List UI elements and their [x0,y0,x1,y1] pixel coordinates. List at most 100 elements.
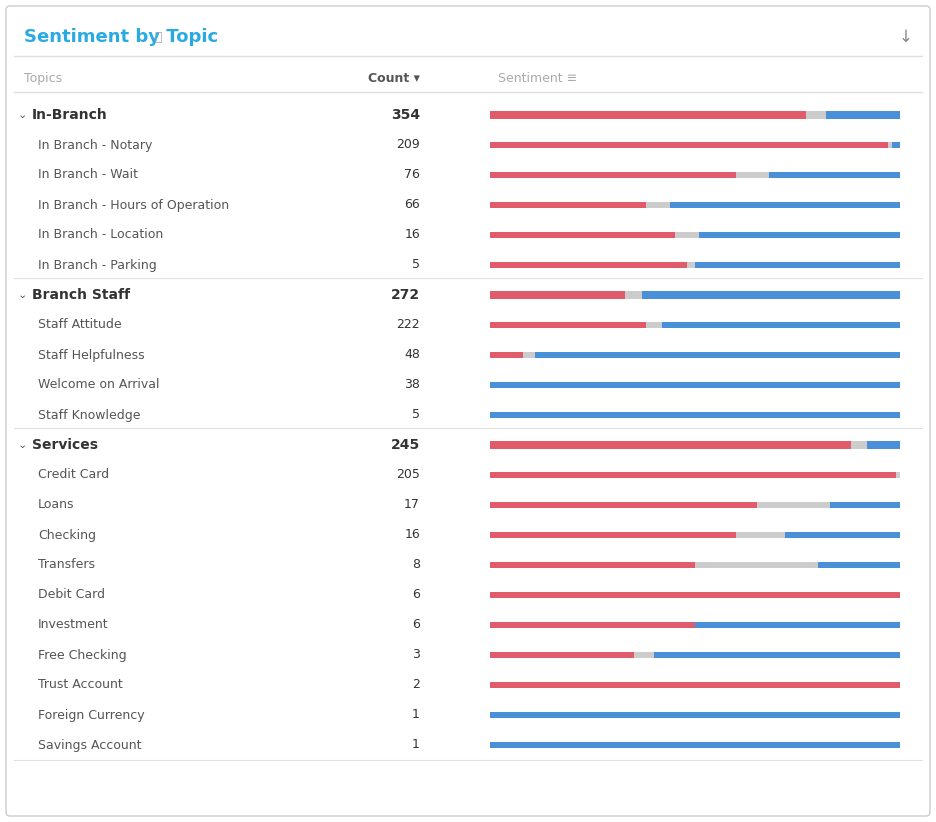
Text: Debit Card: Debit Card [38,589,105,602]
Bar [695,562,818,568]
Text: Transfers: Transfers [38,558,95,571]
Bar [785,532,900,538]
Bar [490,592,900,598]
Bar [490,682,900,688]
Bar [642,291,900,299]
Text: Welcome on Arrival: Welcome on Arrival [38,378,159,391]
Text: 354: 354 [391,108,420,122]
Bar [535,352,900,358]
Text: 76: 76 [404,169,420,182]
Text: Free Checking: Free Checking [38,649,126,662]
Bar [695,622,900,628]
Text: Foreign Currency: Foreign Currency [38,709,145,722]
Text: 3: 3 [412,649,420,662]
Text: 6: 6 [412,589,420,602]
Bar [490,262,687,268]
Text: 5: 5 [412,409,420,422]
Bar [490,562,695,568]
Bar [523,352,535,358]
Bar [830,502,900,508]
Bar [490,441,851,449]
Text: 205: 205 [396,469,420,482]
Text: In Branch - Location: In Branch - Location [38,229,163,242]
Bar [670,202,900,208]
Bar [699,232,900,238]
Bar [490,472,896,478]
Bar [892,142,900,148]
Bar [736,532,785,538]
Text: Checking: Checking [38,529,96,542]
Text: Sentiment by Topic: Sentiment by Topic [24,28,218,46]
Bar [634,652,654,658]
Bar [625,291,642,299]
Text: 2: 2 [412,678,420,691]
Text: ⌄: ⌄ [18,290,27,300]
Text: 6: 6 [412,618,420,631]
Text: Trust Account: Trust Account [38,678,123,691]
Bar [896,472,900,478]
Bar [736,172,768,178]
Text: 245: 245 [390,438,420,452]
Bar [695,262,900,268]
Bar [490,382,900,388]
Bar [490,412,900,418]
Bar [654,652,900,658]
Text: ⌄: ⌄ [18,440,27,450]
Text: Services: Services [32,438,98,452]
Text: 8: 8 [412,558,420,571]
FancyBboxPatch shape [6,6,930,816]
Text: Staff Helpfulness: Staff Helpfulness [38,349,145,362]
Bar [490,172,736,178]
Bar [490,622,695,628]
Bar [867,441,900,449]
Text: In Branch - Hours of Operation: In Branch - Hours of Operation [38,198,229,211]
Text: Investment: Investment [38,618,109,631]
Text: 48: 48 [404,349,420,362]
Text: In Branch - Parking: In Branch - Parking [38,258,156,271]
Text: Staff Knowledge: Staff Knowledge [38,409,140,422]
Bar [490,232,675,238]
Text: 209: 209 [396,138,420,151]
Bar [490,322,646,328]
Text: Staff Attitude: Staff Attitude [38,318,122,331]
Text: Count ▾: Count ▾ [368,72,420,85]
Text: 1: 1 [412,738,420,751]
Bar [490,111,806,119]
Text: Topics: Topics [24,72,62,85]
Bar [756,502,830,508]
Bar [490,142,887,148]
Bar [490,291,625,299]
Text: 17: 17 [404,498,420,511]
Text: 66: 66 [404,198,420,211]
Bar [646,322,662,328]
Bar [646,202,670,208]
Text: 38: 38 [404,378,420,391]
Text: 16: 16 [404,529,420,542]
Text: 16: 16 [404,229,420,242]
Text: 272: 272 [391,288,420,302]
Text: ⓘ: ⓘ [154,31,162,44]
Text: Loans: Loans [38,498,75,511]
Bar [806,111,826,119]
Bar [768,172,900,178]
Text: Savings Account: Savings Account [38,738,141,751]
Text: 222: 222 [396,318,420,331]
Bar [490,502,756,508]
Bar [490,202,646,208]
Bar [490,652,634,658]
Bar [851,441,867,449]
Text: Credit Card: Credit Card [38,469,110,482]
Bar [490,532,736,538]
Bar [818,562,900,568]
Bar [887,142,892,148]
Text: In Branch - Wait: In Branch - Wait [38,169,138,182]
Bar [675,232,699,238]
Bar [490,742,900,748]
Bar [490,712,900,718]
Text: In-Branch: In-Branch [32,108,108,122]
Text: Sentiment ≡: Sentiment ≡ [498,72,578,85]
Text: 1: 1 [412,709,420,722]
Bar [687,262,695,268]
Bar [490,352,523,358]
Bar [662,322,900,328]
